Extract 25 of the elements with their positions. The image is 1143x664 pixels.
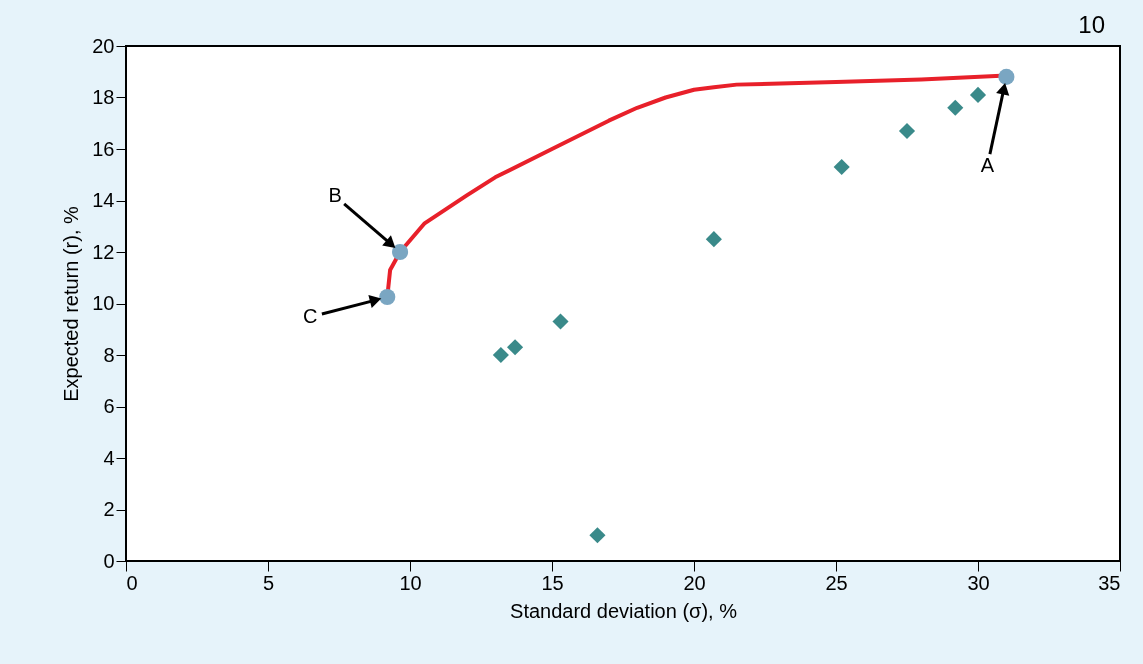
y-tick-label: 20 bbox=[92, 34, 115, 57]
y-axis-title: Expected return (r), % bbox=[60, 205, 83, 402]
y-tick-label: 10 bbox=[92, 292, 115, 314]
y-tick-label: 18 bbox=[92, 86, 115, 108]
x-axis-title: Standard deviation (σ), % bbox=[510, 599, 738, 622]
y-tick-label: 2 bbox=[103, 498, 115, 520]
y-tick-label: 4 bbox=[103, 446, 115, 469]
x-tick-label: 35 bbox=[1098, 571, 1121, 594]
y-tick-label: 14 bbox=[92, 189, 115, 211]
y-tick-label: 6 bbox=[103, 395, 115, 417]
x-tick-label: 5 bbox=[262, 571, 275, 594]
y-tick-label: 8 bbox=[103, 343, 115, 366]
y-tick-label: 16 bbox=[92, 137, 115, 160]
y-tick-label: 0 bbox=[103, 549, 115, 572]
data-label: C bbox=[303, 305, 318, 328]
x-tick-label: 25 bbox=[825, 571, 848, 594]
text: 10 bbox=[1078, 11, 1105, 38]
x-tick-label: 30 bbox=[967, 571, 990, 594]
data-label: B bbox=[328, 184, 342, 206]
x-tick-label: 20 bbox=[683, 571, 706, 594]
x-tick-label: 0 bbox=[126, 571, 138, 594]
y-tick-label: 12 bbox=[92, 240, 115, 263]
x-tick-label: 10 bbox=[399, 571, 422, 594]
data-label: A bbox=[980, 153, 995, 176]
x-tick-label: 15 bbox=[541, 571, 564, 594]
